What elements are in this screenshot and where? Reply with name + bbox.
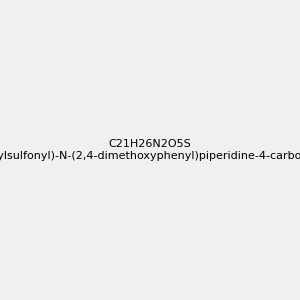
Text: C21H26N2O5S
1-(benzylsulfonyl)-N-(2,4-dimethoxyphenyl)piperidine-4-carboxamide: C21H26N2O5S 1-(benzylsulfonyl)-N-(2,4-di…	[0, 139, 300, 161]
